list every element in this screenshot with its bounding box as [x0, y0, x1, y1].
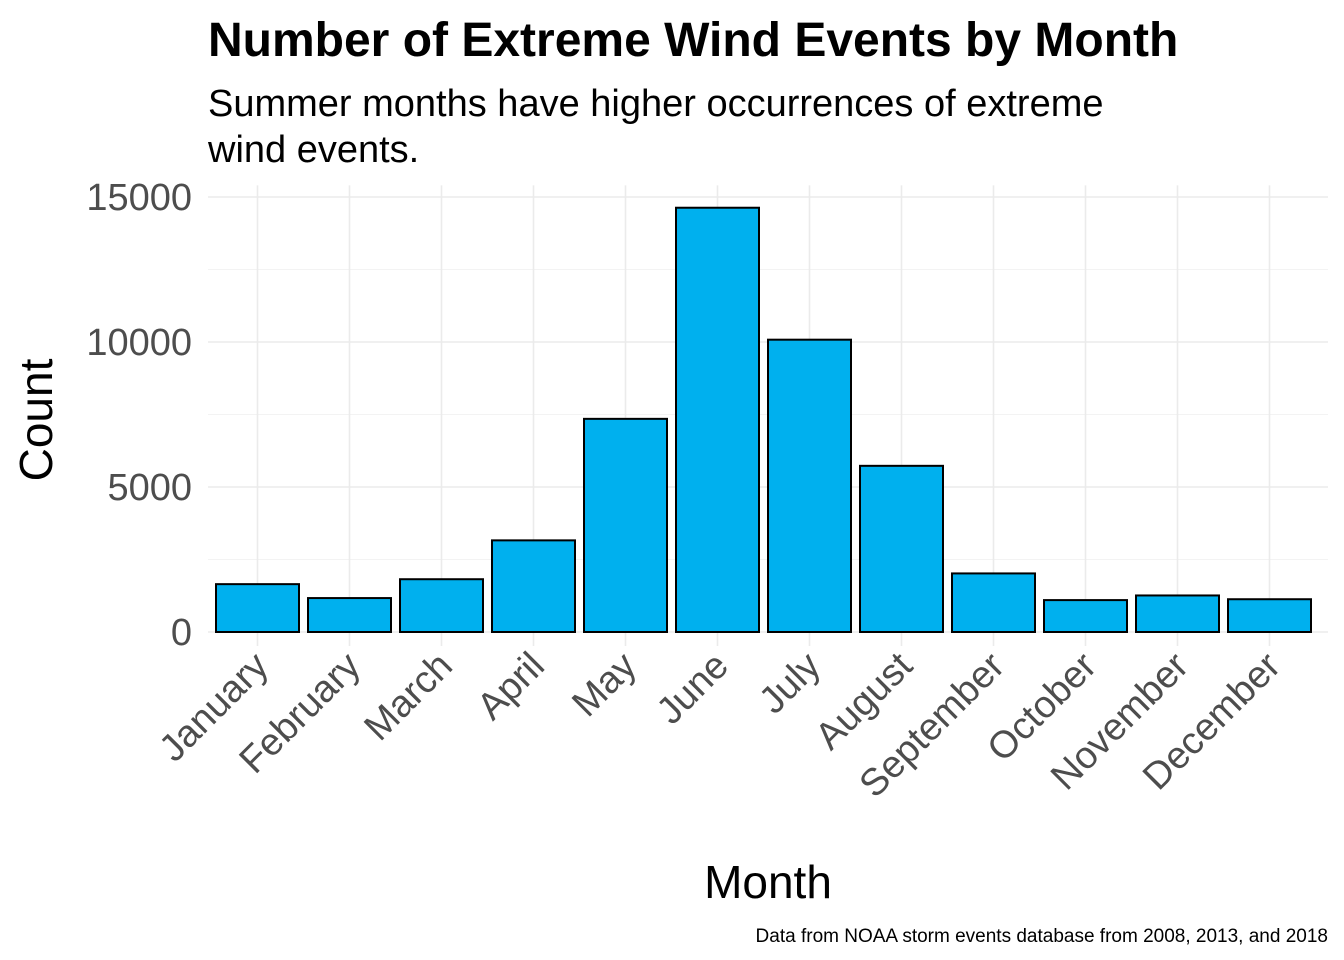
x-tick-label-april: April	[469, 645, 552, 728]
bars	[215, 206, 1312, 634]
bar-july	[767, 338, 852, 633]
bar-february	[307, 597, 392, 634]
y-tick-label: 15000	[86, 177, 192, 219]
bar-august	[859, 464, 944, 633]
chart-caption: Data from NOAA storm events database fro…	[756, 926, 1328, 947]
bar-january	[215, 583, 300, 634]
bar-september	[951, 572, 1036, 633]
x-tick-label-march: March	[357, 645, 461, 749]
y-tick-label: 0	[171, 612, 192, 654]
bar-march	[399, 578, 484, 633]
y-tick-label: 10000	[86, 322, 192, 364]
bar-april	[491, 539, 576, 633]
chart-title: Number of Extreme Wind Events by Month	[208, 14, 1178, 67]
bar-november	[1135, 594, 1220, 634]
bar-may	[583, 417, 668, 633]
chart-subtitle-line-2: wind events.	[207, 129, 419, 171]
chart-subtitle-line-1: Summer months have higher occurrences of…	[208, 83, 1104, 125]
x-tick-label-july: July	[751, 645, 828, 722]
bar-october	[1043, 599, 1128, 633]
y-axis-title: Count	[10, 358, 62, 481]
y-axis-tick-labels: 0 5000 10000 15000	[86, 177, 192, 654]
bar-december	[1227, 598, 1312, 633]
x-tick-label-june: June	[649, 645, 737, 733]
bar-june	[675, 206, 760, 633]
y-tick-label: 5000	[107, 467, 192, 509]
x-tick-label-may: May	[564, 645, 644, 725]
x-axis-title: Month	[704, 856, 832, 908]
